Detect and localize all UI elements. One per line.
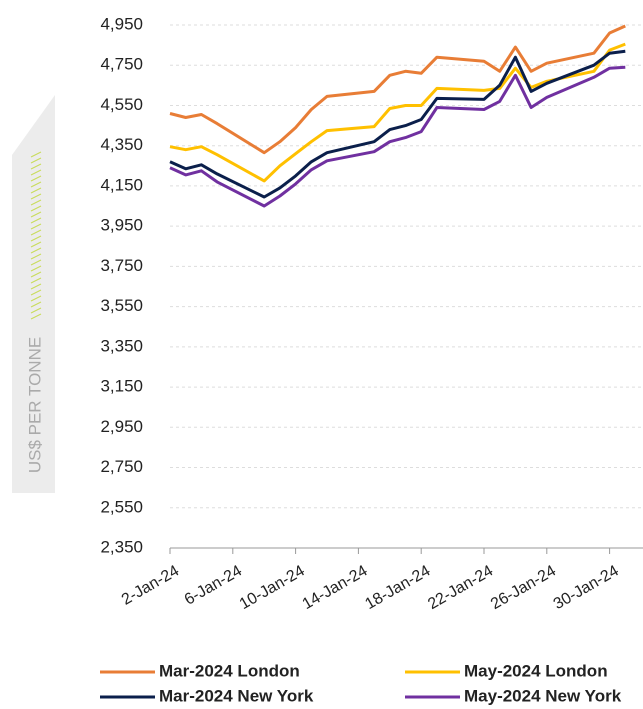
hatch-mark — [30, 223, 42, 230]
hatch-mark — [30, 163, 42, 170]
hatch-mark — [30, 181, 42, 188]
legend-label: May-2024 New York — [464, 686, 622, 705]
legend-label: Mar-2024 London — [159, 661, 300, 680]
y-tick-label: 4,350 — [100, 135, 143, 154]
hatch-mark — [30, 247, 42, 254]
x-tick-label: 26-Jan-24 — [488, 562, 559, 613]
hatch-mark — [30, 229, 42, 236]
hatch-mark — [30, 175, 42, 182]
y-tick-label: 3,750 — [100, 256, 143, 275]
x-tick-label: 6-Jan-24 — [182, 562, 245, 608]
x-tick-label: 2-Jan-24 — [119, 562, 182, 608]
hatch-mark — [30, 301, 42, 308]
hatch-mark — [30, 277, 42, 284]
hatch-mark — [30, 235, 42, 242]
y-tick-label: 4,150 — [100, 175, 143, 194]
hatch-mark — [30, 211, 42, 218]
legend-label: Mar-2024 New York — [159, 686, 314, 705]
hatch-mark — [30, 307, 42, 314]
hatch-mark — [30, 265, 42, 272]
hatch-mark — [30, 253, 42, 260]
hatch-mark — [30, 313, 42, 320]
hatch-mark — [30, 295, 42, 302]
y-tick-label: 2,550 — [100, 497, 143, 516]
x-tick-label: 10-Jan-24 — [237, 562, 308, 613]
y-tick-label: 4,950 — [100, 14, 143, 33]
hatch-mark — [30, 193, 42, 200]
hatch-mark — [30, 271, 42, 278]
hatch-mark — [30, 199, 42, 206]
hatch-mark — [30, 157, 42, 164]
hatch-mark — [30, 151, 42, 158]
hatch-mark — [30, 205, 42, 212]
hatch-mark — [30, 169, 42, 176]
hatch-mark — [30, 187, 42, 194]
y-tick-label: 4,550 — [100, 95, 143, 114]
legend-label: May-2024 London — [464, 661, 608, 680]
x-tick-label: 18-Jan-24 — [362, 562, 433, 613]
y-tick-label: 2,950 — [100, 417, 143, 436]
x-tick-label: 14-Jan-24 — [300, 562, 371, 613]
y-tick-label: 3,150 — [100, 377, 143, 396]
hatch-mark — [30, 289, 42, 296]
series-line — [169, 65, 626, 208]
hatch-mark — [30, 217, 42, 224]
series-line — [169, 42, 626, 183]
hatch-mark — [30, 259, 42, 266]
y-tick-label: 3,550 — [100, 296, 143, 315]
hatch-mark — [30, 241, 42, 248]
y-tick-label: 2,350 — [100, 537, 143, 556]
y-tick-label: 4,750 — [100, 55, 143, 74]
hatch-mark — [30, 283, 42, 290]
y-tick-label: 2,750 — [100, 457, 143, 476]
x-tick-label: 22-Jan-24 — [425, 562, 496, 613]
x-tick-label: 30-Jan-24 — [551, 562, 622, 613]
y-axis-label: US$ PER TONNE — [25, 337, 44, 473]
series-line — [169, 49, 626, 199]
hatch-marks — [30, 151, 42, 320]
y-tick-label: 3,950 — [100, 216, 143, 235]
y-tick-label: 3,350 — [100, 336, 143, 355]
series-line — [169, 24, 626, 155]
